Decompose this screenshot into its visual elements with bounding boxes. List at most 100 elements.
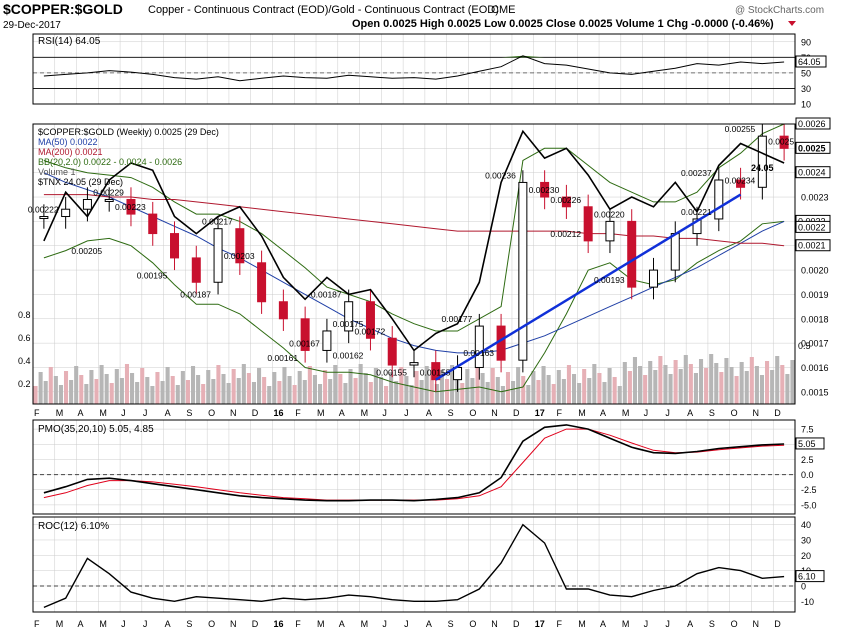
x-axis-bottom-label: S [709, 619, 715, 629]
x-axis-top-label: N [230, 408, 237, 418]
price-data-label: 0.00193 [594, 275, 625, 285]
rsi-last-value: 64.05 [798, 57, 821, 67]
price-data-label: 0.00217 [202, 217, 233, 227]
price-data-label: 0.00167 [289, 338, 320, 348]
volume-bar [516, 367, 521, 404]
x-axis-bottom-label: M [317, 619, 325, 629]
volume-bar [511, 381, 516, 404]
x-axis-top-label: F [34, 408, 40, 418]
price-data-label: 0.00163 [463, 348, 494, 358]
candle-body [692, 218, 702, 235]
legend-entry: Volume 1 [38, 167, 76, 177]
chart-credit: @ StockCharts.com [735, 5, 824, 16]
volume-bar [267, 386, 272, 404]
volume-bar [246, 373, 251, 404]
volume-bar [688, 364, 693, 404]
volume-bar [378, 377, 384, 404]
volume-bar [135, 382, 140, 404]
candle-body [344, 301, 354, 332]
x-axis-top-label: A [78, 408, 84, 418]
x-axis-bottom-label: S [448, 619, 454, 629]
pmo-last-value: 5.05 [798, 439, 816, 449]
volume-bar [556, 370, 561, 404]
volume-bar [124, 364, 130, 404]
volume-bar [114, 369, 119, 404]
volume-bar [353, 378, 358, 404]
volume-bar [526, 385, 531, 404]
x-axis-bottom-label: O [208, 619, 215, 629]
volume-bar [475, 364, 480, 404]
price-data-label: 0.00255 [725, 124, 756, 134]
price-data-label: 0.00155 [376, 368, 407, 378]
x-axis-bottom-label: N [491, 619, 498, 629]
volume-bar [69, 380, 74, 404]
volume-bar [409, 385, 414, 404]
volume-bar [780, 365, 785, 404]
volume-bar [790, 360, 795, 404]
x-axis-top-label: O [208, 408, 215, 418]
price-data-label: 0.00203 [224, 251, 255, 261]
volume-bar [719, 372, 724, 404]
legend-entry: MA(200) 0.0021 [38, 147, 103, 157]
candle-body [583, 206, 593, 242]
chart-date: 29-Dec-2017 [3, 20, 61, 31]
volume-bar [216, 365, 221, 404]
volume-bar [277, 381, 282, 404]
volume-bar [312, 375, 317, 404]
volume-bar [495, 377, 500, 404]
volume-bar [211, 379, 216, 404]
x-axis-top-label: A [687, 408, 693, 418]
support-trendline [435, 193, 742, 381]
volume-bar [262, 377, 267, 404]
chart-quote: Open 0.0025 High 0.0025 Low 0.0025 Close… [352, 18, 774, 30]
volume-bar [724, 358, 729, 404]
x-axis-top-label: J [121, 408, 126, 418]
price-data-label: 0.00220 [594, 209, 625, 219]
x-axis-top-label: M [622, 408, 630, 418]
volume-bar [236, 378, 241, 404]
volume-bar [434, 384, 439, 404]
volume-bar [196, 375, 201, 404]
roc-tick-label: 40 [801, 520, 811, 530]
x-axis-bottom-label: S [186, 619, 192, 629]
price-tick-label: 0.0017 [801, 339, 829, 349]
candle-body [213, 228, 223, 283]
volume-bar [592, 364, 597, 404]
volume-bar [617, 386, 622, 404]
volume-bar [221, 374, 226, 404]
x-axis-bottom-label: N [230, 619, 237, 629]
roc-last-value-box [795, 570, 825, 583]
volume-bar [698, 359, 704, 404]
volume-axis-label: 0.2 [18, 379, 31, 389]
candle-body [365, 301, 375, 339]
volume-bar [201, 384, 206, 404]
candle-body [779, 135, 789, 149]
volume-bar [480, 373, 485, 404]
candle-body [170, 233, 180, 259]
bollinger-upper-line [43, 123, 785, 332]
volume-bar [160, 381, 165, 404]
x-axis-bottom-label: J [404, 619, 409, 629]
price-last-value-box [795, 220, 831, 233]
volume-bar [546, 375, 551, 404]
pmo-signal-line [43, 428, 785, 501]
x-axis-bottom-label: D [774, 619, 781, 629]
x-axis-bottom-label: O [469, 619, 476, 629]
volume-bar [531, 371, 536, 404]
price-last-value-box [795, 117, 831, 130]
price-data-label: 0.00172 [354, 326, 385, 336]
volume-bar [358, 364, 363, 404]
volume-bar [282, 367, 287, 404]
x-axis-bottom-label: A [165, 619, 171, 629]
volume-bar [663, 365, 668, 404]
volume-bar [150, 386, 155, 404]
volume-bar [165, 367, 170, 404]
volume-bar [307, 366, 312, 404]
price-data-label: 0.00162 [333, 351, 364, 361]
price-data-label: 0.00234 [725, 175, 756, 185]
volume-bar [582, 369, 587, 404]
price-data-label: 0.00223 [115, 202, 146, 212]
pmo-last-value-box [795, 437, 825, 450]
volume-bar [759, 375, 765, 404]
rsi-line [43, 55, 785, 82]
